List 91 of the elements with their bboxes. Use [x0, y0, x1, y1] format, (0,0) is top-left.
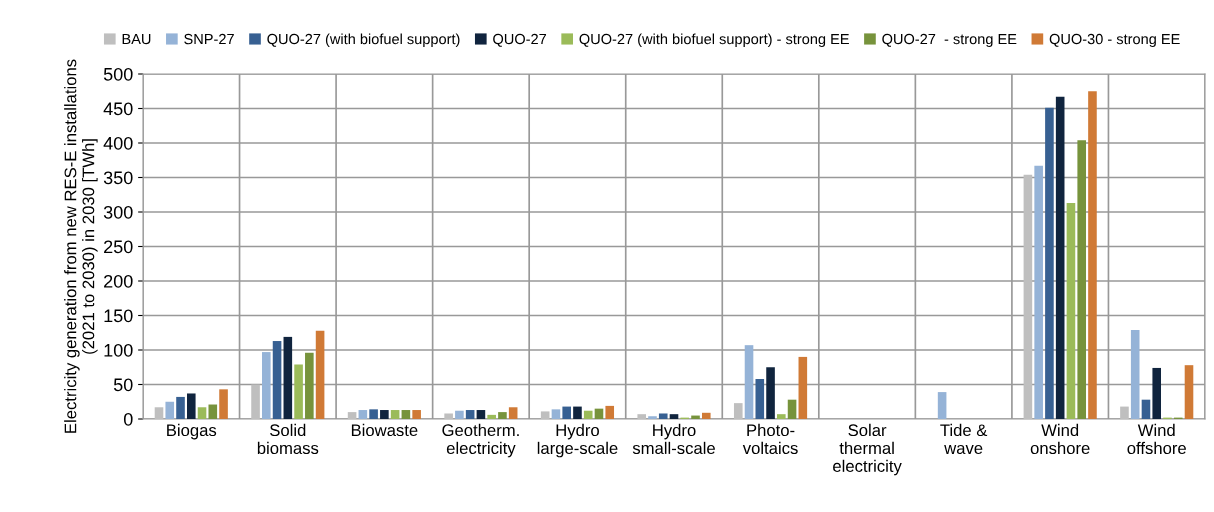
bar	[1130, 329, 1140, 419]
y-tick-label: 300	[103, 205, 133, 219]
bar	[412, 410, 421, 419]
bar	[744, 345, 754, 419]
y-tick-label: 100	[104, 343, 133, 357]
bar	[540, 411, 550, 419]
x-tick-label: Solar thermal electricity	[833, 423, 902, 476]
bar	[937, 392, 947, 419]
bar	[1184, 365, 1194, 419]
legend-label: SNP-27	[184, 33, 234, 45]
bar	[315, 330, 325, 419]
y-axis-title: Electricity generation from new RES-E installations (2021 to 2030) in 2030 [TWh]	[64, 59, 98, 433]
bar	[487, 414, 496, 419]
bar	[197, 407, 207, 419]
bar	[562, 406, 571, 419]
bar	[262, 352, 271, 419]
y-tick-label: 0	[123, 412, 133, 426]
bar	[1120, 406, 1129, 419]
bar	[498, 412, 507, 419]
y-tick-label: 50	[113, 378, 133, 392]
bar	[701, 412, 711, 419]
bar	[476, 410, 486, 419]
bar	[669, 414, 679, 419]
x-tick-label: Hydro small-scale	[632, 423, 715, 455]
x-tick-label: Solid biomass	[257, 423, 319, 455]
bar	[272, 341, 282, 419]
bar	[1088, 91, 1097, 419]
bar	[755, 378, 765, 419]
bar	[294, 364, 303, 419]
bar	[594, 408, 604, 419]
bar	[1023, 174, 1033, 419]
bar	[648, 416, 657, 419]
x-tick-label: Tide & wave	[940, 423, 988, 455]
x-tick-label: Wind onshore	[1030, 423, 1090, 455]
legend-label: QUO-27	[493, 33, 547, 47]
x-tick-label: Wind offshore	[1127, 423, 1186, 455]
bar	[465, 410, 475, 419]
bar	[305, 352, 314, 419]
x-tick-label: Biowaste	[351, 423, 418, 437]
x-tick-label: Geotherm. electricity	[442, 423, 519, 458]
bar	[787, 399, 797, 419]
bar	[380, 410, 389, 419]
bar	[219, 389, 228, 419]
y-tick-label: 500	[103, 67, 133, 81]
legend-label: QUO-27 - strong EE	[882, 33, 1017, 48]
bar	[401, 410, 411, 419]
bar	[165, 401, 175, 419]
bar	[154, 407, 164, 419]
legend-label: QUO-30 - strong EE	[1049, 33, 1180, 48]
bar	[573, 406, 582, 419]
bar	[455, 410, 464, 419]
bar	[766, 367, 775, 419]
bar	[583, 410, 593, 419]
bar	[1066, 203, 1076, 419]
bar	[347, 412, 357, 419]
bar	[1034, 165, 1043, 419]
bar	[251, 384, 260, 419]
bar	[1141, 399, 1151, 419]
x-tick-label: Hydro large-scale	[537, 423, 618, 458]
bar	[605, 405, 615, 419]
legend-label: BAU	[122, 34, 151, 45]
y-tick-label: 200	[104, 274, 133, 288]
y-tick-label: 450	[103, 102, 133, 116]
bar	[444, 413, 453, 419]
bar	[208, 404, 218, 419]
bar	[551, 409, 561, 419]
bar	[1077, 140, 1086, 419]
bar	[1045, 107, 1054, 419]
bar	[658, 413, 668, 419]
bar	[508, 407, 518, 419]
bar	[186, 393, 196, 419]
bar	[637, 414, 647, 419]
bar	[358, 410, 368, 419]
y-tick-label: 250	[104, 240, 133, 254]
legend-label: QUO-27 (with biofuel support) - strong EE	[579, 33, 849, 48]
bar	[777, 414, 786, 419]
y-tick-label: 350	[103, 171, 133, 185]
bar	[283, 336, 293, 419]
x-tick-label: Photo- voltaics	[742, 423, 798, 455]
bar	[176, 396, 185, 419]
bar	[798, 356, 808, 419]
bar	[1152, 367, 1162, 419]
bar	[691, 415, 700, 419]
bar	[369, 409, 378, 419]
y-tick-label: 150	[104, 309, 133, 323]
bar	[390, 410, 400, 419]
bar	[1055, 96, 1065, 419]
bar	[733, 403, 743, 419]
legend-label: QUO-27 (with biofuel support)	[267, 33, 460, 48]
x-tick-label: Biogas	[167, 423, 217, 440]
y-tick-label: 400	[103, 136, 133, 150]
